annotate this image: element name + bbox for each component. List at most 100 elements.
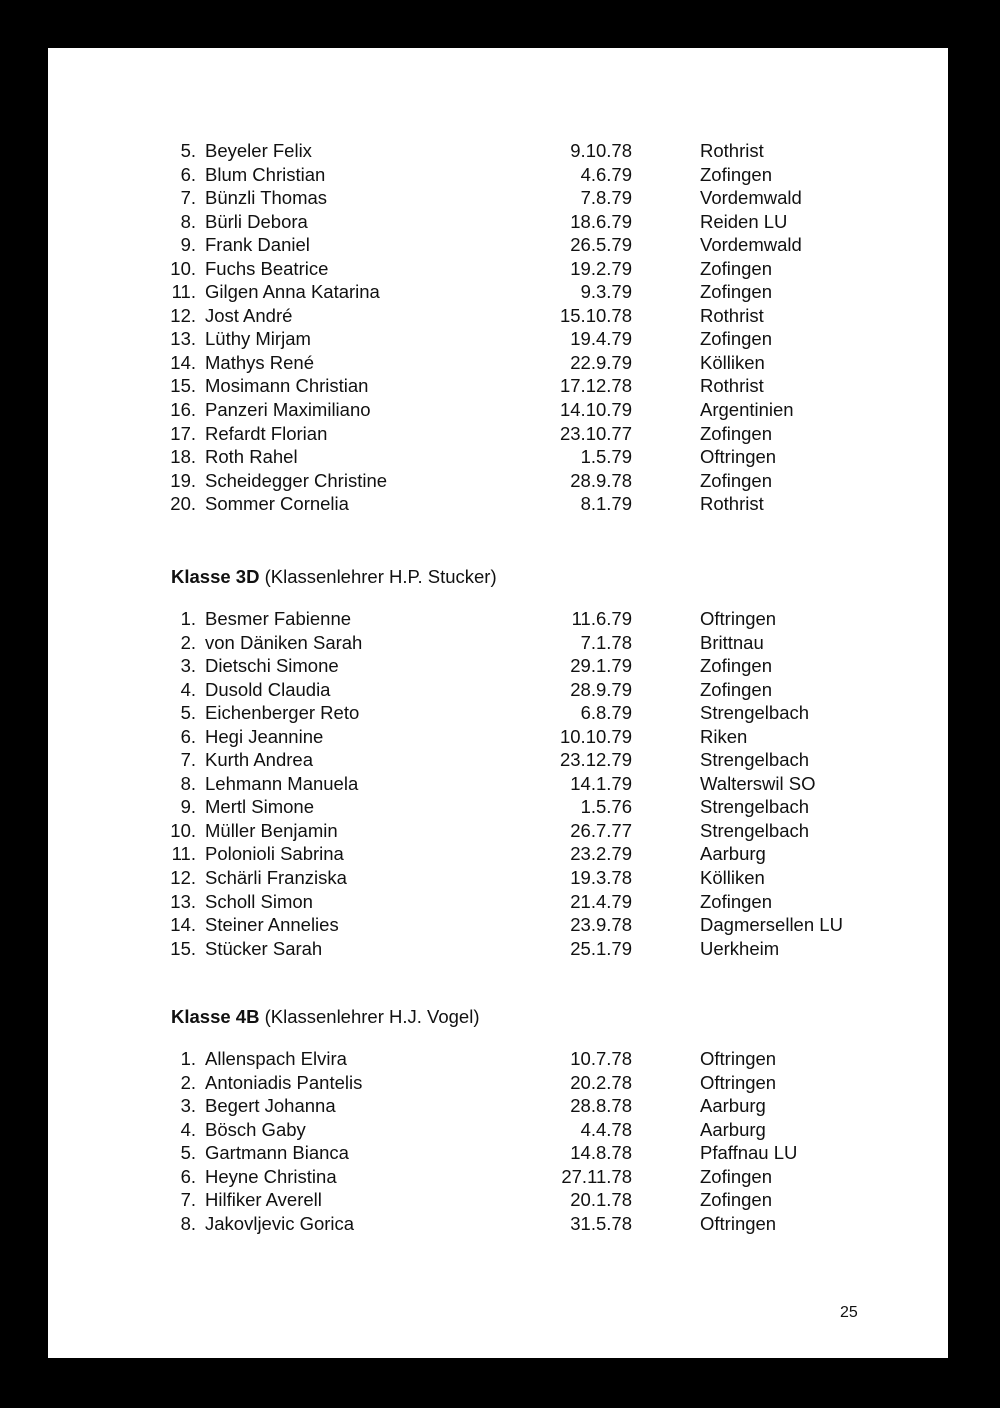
class-teacher: (Klassenlehrer H.J. Vogel) <box>264 1006 480 1027</box>
student-num: 11. <box>171 281 196 303</box>
student-date: 27.11.78 <box>561 1165 632 1187</box>
student-name: Hegi Jeannine <box>205 725 324 747</box>
student-row: 14. Mathys René 22.9.79 Kölliken <box>48 351 948 375</box>
student-date: 20.2.78 <box>570 1071 632 1093</box>
student-row: 12. Jost André 15.10.78 Rothrist <box>48 304 948 328</box>
student-name: Scholl Simon <box>205 890 313 912</box>
student-num: 2. <box>180 1071 196 1093</box>
student-city: Rothrist <box>700 493 764 515</box>
student-row: 19. Scheidegger Christine 28.9.78 Zofingen <box>48 469 948 493</box>
student-date: 21.4.79 <box>570 890 632 912</box>
student-list-4b: 1. Allenspach Elvira 10.7.78 Oftringen 2. Ant… <box>48 1047 948 1235</box>
student-city: Aarburg <box>700 1095 766 1117</box>
student-date: 6.8.79 <box>580 702 632 724</box>
student-name: Mertl Simone <box>205 796 314 818</box>
student-city: Aarburg <box>700 1118 766 1140</box>
student-date: 19.3.78 <box>570 867 632 889</box>
student-date: 1.5.79 <box>580 446 632 468</box>
student-num: 17. <box>170 422 196 444</box>
student-num: 3. <box>180 1095 196 1117</box>
student-name: Besmer Fabienne <box>205 608 352 629</box>
student-num: 7. <box>180 749 196 771</box>
student-name: Müller Benjamin <box>205 819 338 841</box>
student-city: Kölliken <box>700 867 765 889</box>
student-name: Bösch Gaby <box>205 1118 306 1140</box>
student-row: 15. Mosimann Christian 17.12.78 Rothrist <box>48 374 948 398</box>
student-city: Oftringen <box>700 446 777 468</box>
student-city: Zofingen <box>700 1189 772 1211</box>
student-row: 5. Eichenberger Reto 6.8.79 Strengelbach <box>48 701 948 725</box>
student-row: 3. Dietschi Simone 29.1.79 Zofingen <box>48 654 948 678</box>
student-date: 28.8.78 <box>570 1095 632 1117</box>
student-row: 12. Schärli Franziska 19.3.78 Kölliken <box>48 866 948 890</box>
student-name: Blum Christian <box>205 163 326 185</box>
student-name: Beyeler Felix <box>205 140 312 161</box>
student-name: von Däniken Sarah <box>205 631 363 653</box>
student-date: 7.1.78 <box>580 631 632 653</box>
student-num: 15. <box>170 375 196 397</box>
student-name: Scheidegger Christine <box>205 469 388 491</box>
student-num: 13. <box>170 328 196 350</box>
student-name: Fuchs Beatrice <box>205 257 329 279</box>
student-city: Oftringen <box>700 608 777 629</box>
student-name: Bünzli Thomas <box>205 187 328 209</box>
student-date: 14.1.79 <box>570 772 632 794</box>
student-city: Strengelbach <box>700 702 810 724</box>
student-name: Antoniadis Pantelis <box>205 1071 363 1093</box>
student-row: 1. Allenspach Elvira 10.7.78 Oftringen <box>48 1047 948 1071</box>
student-row: 7. Kurth Andrea 23.12.79 Strengelbach <box>48 748 948 772</box>
page-number: 25 <box>840 1304 858 1321</box>
student-city: Oftringen <box>700 1071 777 1093</box>
student-num: 14. <box>170 914 196 936</box>
student-name: Hilfiker Averell <box>205 1189 322 1211</box>
student-date: 7.8.79 <box>580 187 632 209</box>
student-name: Lüthy Mirjam <box>205 328 311 350</box>
student-name: Panzeri Maximiliano <box>205 399 371 421</box>
student-name: Dusold Claudia <box>205 678 331 700</box>
student-city: Reiden LU <box>700 210 788 232</box>
student-row: 18. Roth Rahel 1.5.79 Oftringen <box>48 445 948 469</box>
student-city: Rothrist <box>700 375 764 397</box>
class-heading-3d: Klasse 3D (Klassenlehrer H.P. Stucker) <box>171 566 497 588</box>
student-city: Strengelbach <box>700 796 810 818</box>
student-name: Gartmann Bianca <box>205 1142 349 1164</box>
student-city: Aarburg <box>700 843 766 865</box>
student-num: 4. <box>180 678 196 700</box>
student-num: 1. <box>180 608 196 629</box>
student-row: 9. Mertl Simone 1.5.76 Strengelbach <box>48 795 948 819</box>
student-row: 7. Bünzli Thomas 7.8.79 Vordemwald <box>48 186 948 210</box>
student-row: 4. Bösch Gaby 4.4.78 Aarburg <box>48 1118 948 1142</box>
student-num: 4. <box>180 1118 196 1140</box>
student-num: 12. <box>170 304 196 326</box>
student-num: 5. <box>180 702 196 724</box>
student-city: Zofingen <box>700 328 772 350</box>
student-date: 19.2.79 <box>570 257 632 279</box>
student-num: 13. <box>170 890 196 912</box>
student-date: 19.4.79 <box>570 328 632 350</box>
student-date: 15.10.78 <box>559 304 632 326</box>
student-num: 12. <box>170 867 196 889</box>
student-date: 17.12.78 <box>559 375 632 397</box>
class-title: Klasse 4B <box>171 1006 260 1027</box>
student-date: 4.6.79 <box>580 163 632 185</box>
student-name: Lehmann Manuela <box>205 772 359 794</box>
student-city: Vordemwald <box>700 187 802 209</box>
student-num: 2. <box>180 631 196 653</box>
student-date: 18.6.79 <box>570 210 632 232</box>
student-city: Zofingen <box>700 163 772 185</box>
student-num: 14. <box>170 351 196 373</box>
student-city: Walterswil SO <box>700 772 816 794</box>
student-name: Polonioli Sabrina <box>205 843 344 865</box>
student-city: Zofingen <box>700 890 772 912</box>
student-name: Begert Johanna <box>205 1095 336 1117</box>
student-num: 6. <box>180 725 196 747</box>
student-num: 16. <box>170 399 196 421</box>
student-name: Mosimann Christian <box>205 375 369 397</box>
student-date: 23.2.79 <box>570 843 632 865</box>
student-name: Schärli Franziska <box>205 867 347 889</box>
student-date: 9.10.78 <box>570 140 632 161</box>
student-row: 10. Müller Benjamin 26.7.77 Strengelbach <box>48 819 948 843</box>
student-date: 26.7.77 <box>570 819 632 841</box>
student-num: 6. <box>180 163 196 185</box>
student-row: 8. Bürli Debora 18.6.79 Reiden LU <box>48 210 948 234</box>
